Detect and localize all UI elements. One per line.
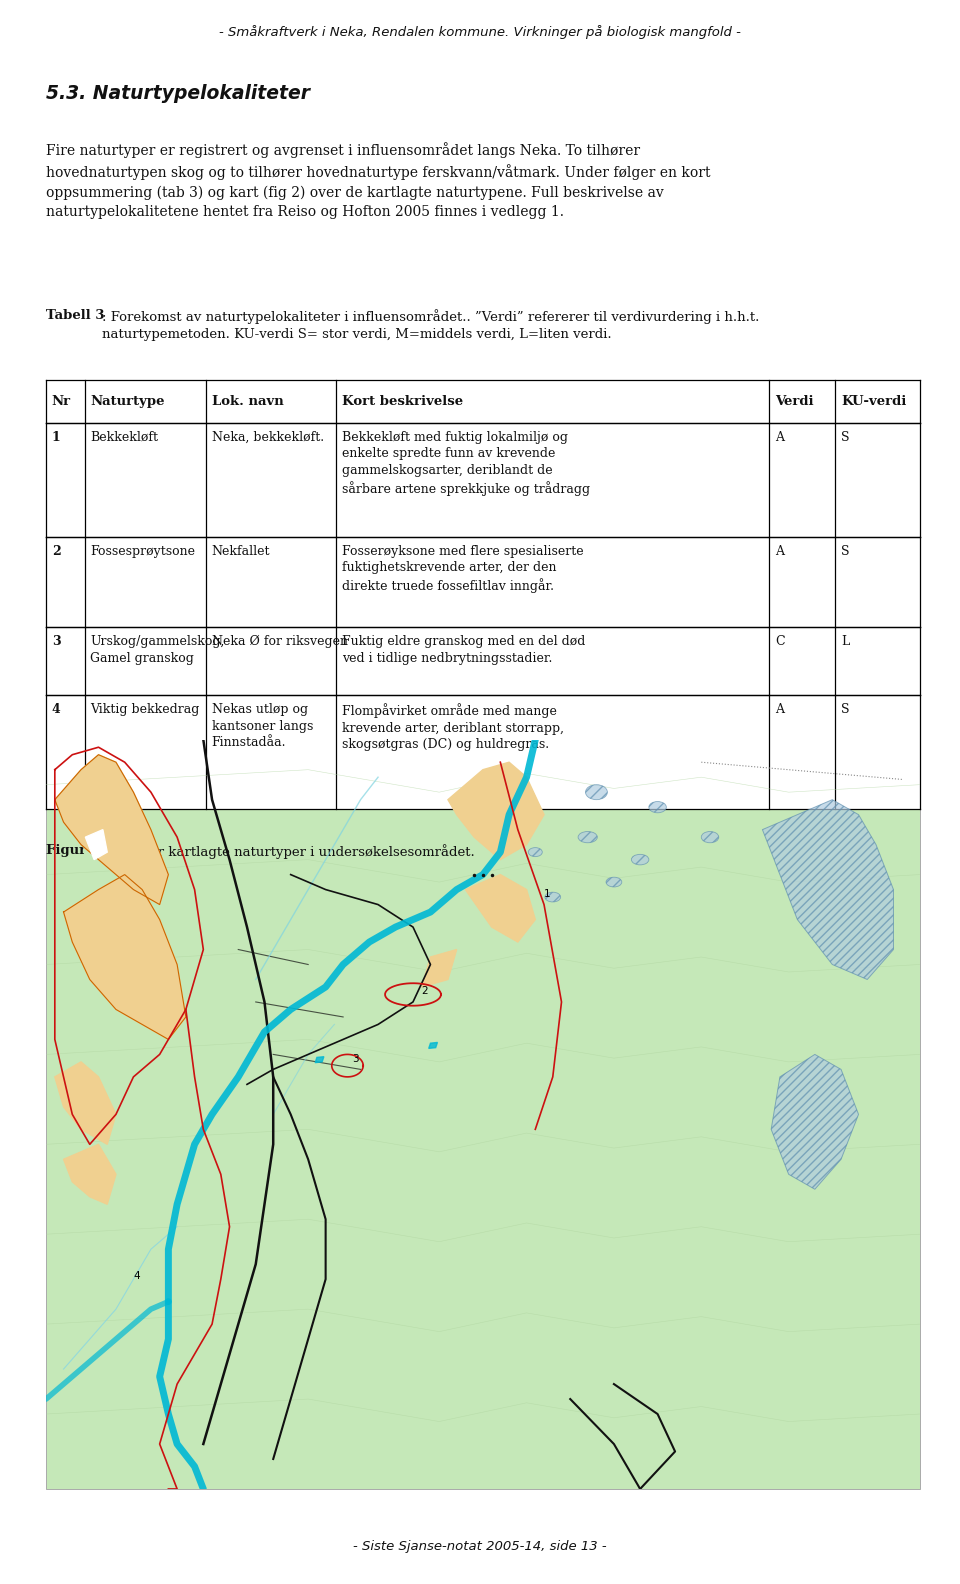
Polygon shape <box>429 1042 438 1049</box>
Ellipse shape <box>606 878 622 887</box>
Ellipse shape <box>701 832 719 843</box>
Text: Nekas utløp og
kantsoner langs
Finnstadåa.: Nekas utløp og kantsoner langs Finnstadå… <box>211 703 313 749</box>
Text: A: A <box>775 431 784 444</box>
Text: : Kart over kartlagte naturtyper i undersøkelsesområdet.: : Kart over kartlagte naturtyper i under… <box>92 844 475 859</box>
Text: Viktig bekkedrag: Viktig bekkedrag <box>90 703 200 716</box>
Text: L: L <box>841 635 850 648</box>
Text: 1: 1 <box>544 889 551 900</box>
Text: Fosserøyksone med flere spesialiserte
fuktighetskrevende arter, der den
direkte : Fosserøyksone med flere spesialiserte fu… <box>342 545 584 594</box>
Polygon shape <box>55 1061 116 1144</box>
Ellipse shape <box>528 847 542 857</box>
Bar <box>46 380 920 423</box>
Polygon shape <box>762 800 894 979</box>
Text: Neka, bekkekløft.: Neka, bekkekløft. <box>211 431 324 444</box>
Polygon shape <box>448 762 544 860</box>
Polygon shape <box>771 1055 858 1190</box>
Polygon shape <box>85 830 108 860</box>
Bar <box>46 740 920 1489</box>
Text: A: A <box>775 703 784 716</box>
Ellipse shape <box>545 892 561 901</box>
Text: Fuktig eldre granskog med en del død
ved i tidlige nedbrytningsstadier.: Fuktig eldre granskog med en del død ved… <box>342 635 586 665</box>
Text: Tabell 3: Tabell 3 <box>46 309 105 322</box>
Text: Neka Ø for riksvegen: Neka Ø for riksvegen <box>211 635 348 648</box>
Polygon shape <box>466 874 536 942</box>
Text: - Småkraftverk i Neka, Rendalen kommune. Virkninger på biologisk mangfold -: - Småkraftverk i Neka, Rendalen kommune.… <box>219 25 741 40</box>
Bar <box>46 537 920 627</box>
Text: KU-verdi: KU-verdi <box>841 394 906 409</box>
Text: 3: 3 <box>351 1053 358 1064</box>
Ellipse shape <box>578 832 597 843</box>
Text: Verdi: Verdi <box>775 394 813 409</box>
Text: 3: 3 <box>52 635 60 648</box>
Text: Figur 2: Figur 2 <box>46 844 100 857</box>
Text: 2: 2 <box>52 545 60 558</box>
Bar <box>46 627 920 695</box>
Polygon shape <box>63 1144 116 1204</box>
Polygon shape <box>315 1057 324 1063</box>
Text: Lok. navn: Lok. navn <box>211 394 283 409</box>
Text: 1: 1 <box>52 431 60 444</box>
Text: Nekfallet: Nekfallet <box>211 545 270 558</box>
Text: 4: 4 <box>133 1272 140 1281</box>
Polygon shape <box>421 949 457 987</box>
Text: - Siste Sjanse-notat 2005-14, side 13 -: - Siste Sjanse-notat 2005-14, side 13 - <box>353 1540 607 1552</box>
Text: 2: 2 <box>421 987 428 996</box>
Text: Kort beskrivelse: Kort beskrivelse <box>342 394 463 409</box>
Text: Fossesprøytsone: Fossesprøytsone <box>90 545 196 558</box>
Text: 5.3. Naturtypelokaliteter: 5.3. Naturtypelokaliteter <box>46 84 310 103</box>
Text: 4: 4 <box>52 703 60 716</box>
Text: Bekkekløft: Bekkekløft <box>90 431 158 444</box>
Text: S: S <box>841 703 850 716</box>
Polygon shape <box>63 874 186 1039</box>
Ellipse shape <box>586 784 608 800</box>
Bar <box>46 423 920 537</box>
Text: Fire naturtyper er registrert og avgrenset i influensområdet langs Neka. To tilh: Fire naturtyper er registrert og avgrens… <box>46 143 710 219</box>
Ellipse shape <box>649 802 666 813</box>
Polygon shape <box>55 754 168 904</box>
Text: C: C <box>775 635 784 648</box>
Text: Urskog/gammelskog,
Gamel granskog: Urskog/gammelskog, Gamel granskog <box>90 635 225 665</box>
Ellipse shape <box>632 854 649 865</box>
Bar <box>46 695 920 809</box>
Text: Bekkekløft med fuktig lokalmiljø og
enkelte spredte funn av krevende
gammelskogs: Bekkekløft med fuktig lokalmiljø og enke… <box>342 431 590 496</box>
Text: : Forekomst av naturtypelokaliteter i influensområdet.. ”Verdi” refererer til ve: : Forekomst av naturtypelokaliteter i in… <box>102 309 759 341</box>
Text: Naturtype: Naturtype <box>90 394 165 409</box>
Text: S: S <box>841 545 850 558</box>
Text: S: S <box>841 431 850 444</box>
Text: Flompåvirket område med mange
krevende arter, deriblant storrapp,
skogsøtgras (D: Flompåvirket område med mange krevende a… <box>342 703 564 751</box>
Text: A: A <box>775 545 784 558</box>
Text: Nr: Nr <box>52 394 71 409</box>
